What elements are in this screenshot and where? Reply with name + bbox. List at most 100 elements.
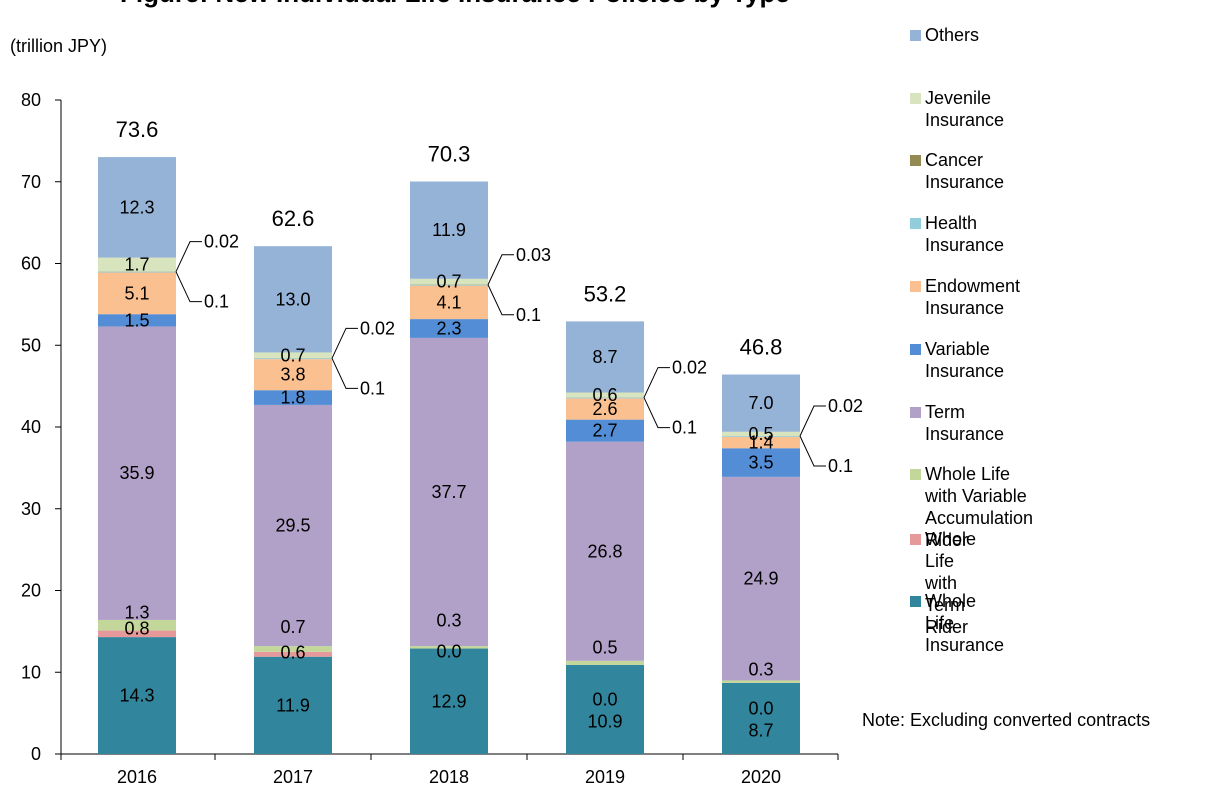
- data-label: 10.9: [587, 711, 622, 731]
- callout-label-health: 0.1: [828, 456, 853, 476]
- data-label: 0.7: [280, 617, 305, 637]
- legend-label: Endowment Insurance: [925, 276, 1021, 318]
- bar-segment: [566, 660, 644, 665]
- callout-line: [175, 241, 202, 272]
- total-label: 70.3: [428, 142, 471, 167]
- legend-item: Whole Life Insurance: [910, 590, 1004, 656]
- bar-segment: [410, 285, 488, 320]
- data-label: 35.9: [119, 463, 154, 483]
- callout-line: [487, 254, 514, 285]
- legend-label: Jevenile Insurance: [925, 88, 1005, 130]
- bar-segment: [254, 646, 332, 652]
- data-label: 0.0: [436, 642, 461, 662]
- data-label: 0.8: [124, 619, 149, 639]
- bar-segment: [254, 359, 332, 391]
- bar-segment: [254, 246, 332, 353]
- x-tick-label: 2018: [429, 767, 469, 787]
- legend-item: Whole Life with Variable Accumulation Ri…: [910, 463, 1033, 551]
- y-tick-label: 20: [21, 581, 41, 601]
- bar-segment: [254, 651, 332, 657]
- data-label: 1.4: [748, 433, 773, 453]
- bar-segment: [410, 337, 488, 647]
- bar-segment: [722, 435, 800, 437]
- data-label: 26.8: [587, 541, 622, 561]
- data-label: 24.9: [743, 569, 778, 589]
- total-label: 73.6: [116, 117, 159, 142]
- y-tick-label: 40: [21, 417, 41, 437]
- data-label: 0.5: [592, 637, 617, 657]
- bar-segment: [722, 476, 800, 681]
- callout-line: [331, 358, 358, 389]
- legend-item: Jevenile Insurance: [910, 87, 1004, 131]
- data-label: 11.9: [432, 220, 466, 240]
- callout-label-health: 0.1: [672, 418, 697, 438]
- y-tick-label: 0: [31, 744, 41, 764]
- bar-segment: [254, 656, 332, 754]
- data-label: 12.9: [431, 691, 466, 711]
- data-label: 1.8: [280, 388, 305, 408]
- callout-label-cancer: 0.02: [672, 358, 707, 378]
- callout-line: [643, 367, 670, 398]
- bar-segment: [254, 352, 332, 359]
- callout-line: [799, 405, 826, 437]
- x-tick-label: 2017: [273, 767, 313, 787]
- callout-label-health: 0.1: [360, 378, 385, 398]
- callout-label-cancer: 0.02: [828, 396, 863, 416]
- chart-title: Figure: New Individual Life Insurance Po…: [120, 0, 790, 9]
- data-label: 0.7: [280, 345, 305, 365]
- bar-segment: [566, 398, 644, 420]
- data-label: 5.1: [124, 283, 149, 303]
- data-label: 1.7: [124, 255, 149, 275]
- legend-item: Variable Insurance: [910, 338, 1004, 382]
- legend-swatch: [910, 30, 921, 41]
- bar-segment: [98, 257, 176, 272]
- data-label: 7.0: [748, 393, 773, 413]
- legend-swatch: [910, 344, 921, 355]
- data-label: 4.1: [436, 292, 461, 312]
- callout-label-cancer: 0.02: [204, 232, 239, 252]
- callout-label-cancer: 0.03: [516, 245, 551, 265]
- legend-item: Cancer Insurance: [910, 149, 1004, 193]
- legend-label: Whole Life with Variable Accumulation Ri…: [925, 464, 1034, 550]
- callout-line: [799, 435, 826, 467]
- bar-segment: [566, 441, 644, 661]
- total-label: 62.6: [272, 206, 315, 231]
- callout-line: [331, 327, 358, 359]
- data-label: 2.3: [436, 318, 461, 338]
- bar-segment: [98, 272, 176, 315]
- bar-segment: [410, 648, 488, 754]
- bar-segment: [98, 630, 176, 638]
- legend-label: Whole Life Insurance: [925, 591, 1005, 655]
- y-tick-label: 80: [21, 90, 41, 110]
- legend-swatch: [910, 218, 921, 229]
- bar-segment: [410, 278, 488, 285]
- bar-segment: [722, 436, 800, 449]
- callout-label-health: 0.1: [516, 305, 541, 325]
- unit-label: (trillion JPY): [10, 36, 108, 56]
- bar-segment: [410, 284, 488, 286]
- bar-segment: [410, 181, 488, 279]
- data-label: 29.5: [275, 516, 310, 536]
- data-label: 2.6: [592, 399, 617, 419]
- data-label: 2.7: [592, 421, 617, 441]
- data-label: 0.0: [592, 689, 617, 709]
- legend-item: Term Insurance: [910, 401, 1004, 445]
- data-label: 13.0: [275, 289, 310, 309]
- bar-segment: [722, 680, 800, 683]
- bar-segment: [566, 321, 644, 393]
- bar-segment: [566, 392, 644, 398]
- total-label: 53.2: [584, 281, 627, 306]
- data-label: 3.5: [748, 453, 773, 473]
- legend-label: Others: [925, 25, 980, 45]
- legend-swatch: [910, 93, 921, 104]
- x-tick-label: 2019: [585, 767, 625, 787]
- legend-swatch: [910, 534, 921, 545]
- total-label: 46.8: [740, 335, 783, 360]
- data-label: 0.5: [748, 424, 773, 444]
- bar-segment: [722, 682, 800, 754]
- bar-segment: [566, 664, 644, 754]
- data-label: 11.9: [276, 695, 310, 715]
- bar-segment: [566, 419, 644, 442]
- bar-segment: [722, 448, 800, 477]
- data-label: 0.6: [592, 385, 617, 405]
